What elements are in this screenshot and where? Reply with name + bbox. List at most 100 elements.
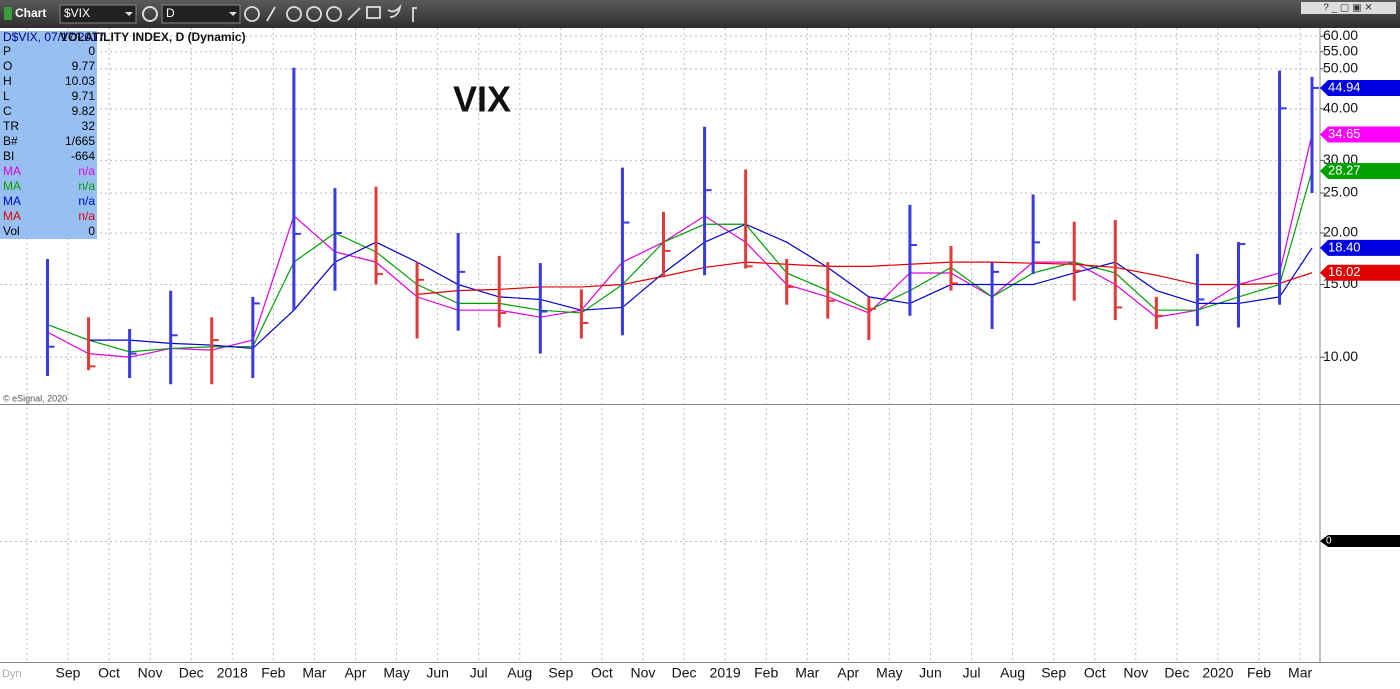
value-badge: [1320, 535, 1400, 547]
x-tick-label: Oct: [591, 665, 613, 681]
x-tick-label: Dec: [672, 665, 697, 681]
x-tick-label: Jul: [963, 665, 981, 681]
x-tick-label: Mar: [302, 665, 326, 681]
dropdown-arrow: [229, 12, 237, 16]
value-badge-label: 18.40: [1328, 239, 1361, 254]
info-value: 9.82: [72, 104, 96, 118]
app-icon: [4, 7, 12, 20]
moving-average: [47, 134, 1313, 358]
app-name: Chart: [15, 6, 46, 20]
info-value: -664: [71, 149, 95, 163]
y-tick-label: 50.00: [1323, 60, 1358, 76]
info-value: 0: [88, 224, 95, 238]
info-panel: [0, 31, 97, 239]
x-tick-label: 2018: [217, 665, 248, 681]
y-tick-label: 60.00: [1323, 27, 1358, 43]
info-label: MA: [3, 164, 21, 178]
x-tick-label: 2020: [1202, 665, 1233, 681]
x-tick-label: Sep: [1041, 665, 1066, 681]
info-label: Vol: [3, 224, 20, 238]
x-tick-label: Mar: [1288, 665, 1312, 681]
value-badge-label: 16.02: [1328, 264, 1361, 279]
panel-mode: Dyn: [2, 668, 22, 680]
info-value: n/a: [78, 164, 95, 178]
info-date: D$VIX, 07/17/2017: [3, 30, 105, 44]
value-badge: [1320, 264, 1400, 281]
info-label: TR: [3, 119, 19, 133]
interval-box[interactable]: [161, 4, 241, 24]
moving-average: [417, 261, 1313, 295]
symbol[interactable]: $VIX: [64, 6, 90, 20]
value-badge: [1320, 126, 1400, 143]
watermark: © eSignal, 2020: [3, 393, 67, 403]
value-badge-label: 28.27: [1328, 162, 1361, 177]
info-label: B#: [3, 134, 18, 148]
info-value: 1/665: [65, 134, 95, 148]
y-tick-label: 10.00: [1323, 348, 1358, 364]
x-tick-label: Oct: [1084, 665, 1106, 681]
window-controls-glyphs: ? _ ▢ ▣ ✕: [1323, 3, 1373, 14]
x-tick-label: Jun: [919, 665, 942, 681]
dropdown-arrow: [125, 12, 133, 16]
value-badge: [1320, 239, 1400, 256]
info-label: P: [3, 44, 11, 58]
right-axis: 10.0015.0020.0025.0030.0040.0050.0055.00…: [1320, 27, 1400, 547]
x-tick-label: Sep: [56, 665, 81, 681]
x-tick-label: Nov: [1123, 665, 1148, 681]
x-tick-label: Aug: [507, 665, 532, 681]
x-tick-label: Jun: [426, 665, 449, 681]
y-tick-label: 20.00: [1323, 224, 1358, 240]
x-tick-label: Nov: [138, 665, 163, 681]
info-label: O: [3, 59, 12, 73]
annotation: VIX: [453, 79, 511, 120]
info-rows: P 0 O 9.77 H 10.03 L 9.71 C 9.82 TR 32 B# 1/665 BI -664…: [3, 44, 95, 238]
info-label: C: [3, 104, 12, 118]
plot-area: [0, 28, 1320, 404]
info-label: MA: [3, 194, 21, 208]
tool-buttons[interactable]: [244, 3, 417, 22]
info-value: 10.03: [65, 74, 95, 88]
x-tick-label: Feb: [1247, 665, 1271, 681]
info-value: 9.77: [72, 59, 96, 73]
x-tick-label: May: [383, 665, 409, 681]
info-label: H: [3, 74, 12, 88]
info-value: 9.71: [72, 89, 96, 103]
x-tick-label: Dec: [1164, 665, 1189, 681]
x-tick-label: Apr: [345, 665, 367, 681]
value-badge: [1320, 162, 1400, 179]
info-label: L: [3, 89, 10, 103]
x-tick-label: Oct: [98, 665, 120, 681]
x-axis: Sep Oct Nov Dec 2018 Feb Mar Apr May Jun Jul Aug Sep…: [56, 665, 1313, 681]
x-tick-label: May: [876, 665, 902, 681]
vertical-grid: [26, 28, 1301, 662]
refresh-button[interactable]: [142, 6, 158, 22]
window-controls[interactable]: [1301, 2, 1396, 14]
x-tick-label: Dec: [179, 665, 204, 681]
info-value: n/a: [78, 194, 95, 208]
x-tick-label: 2019: [710, 665, 741, 681]
info-label: MA: [3, 209, 21, 223]
x-tick-label: Jul: [470, 665, 488, 681]
x-tick-label: Feb: [261, 665, 285, 681]
x-tick-label: Feb: [754, 665, 778, 681]
interval[interactable]: D: [166, 6, 175, 20]
x-tick-label: Sep: [548, 665, 573, 681]
info-label: BI: [3, 149, 14, 163]
info-value: 0: [88, 44, 95, 58]
info-value: n/a: [78, 209, 95, 223]
x-tick-label: Aug: [1000, 665, 1025, 681]
y-tick-label: 40.00: [1323, 100, 1358, 116]
horizontal-grid: [0, 35, 1320, 358]
info-value: 32: [82, 119, 96, 133]
moving-average: [47, 170, 1313, 353]
price-plot: [45, 67, 1319, 385]
x-tick-label: Mar: [795, 665, 819, 681]
value-badge-label: 34.65: [1328, 126, 1361, 141]
symbol-box[interactable]: [59, 4, 137, 24]
info-value: n/a: [78, 179, 95, 193]
chart-title: VOLATILITY INDEX, D (Dynamic): [60, 30, 246, 44]
info-label: MA: [3, 179, 21, 193]
value-badge-label: 0: [1326, 536, 1332, 547]
x-tick-label: Nov: [631, 665, 656, 681]
